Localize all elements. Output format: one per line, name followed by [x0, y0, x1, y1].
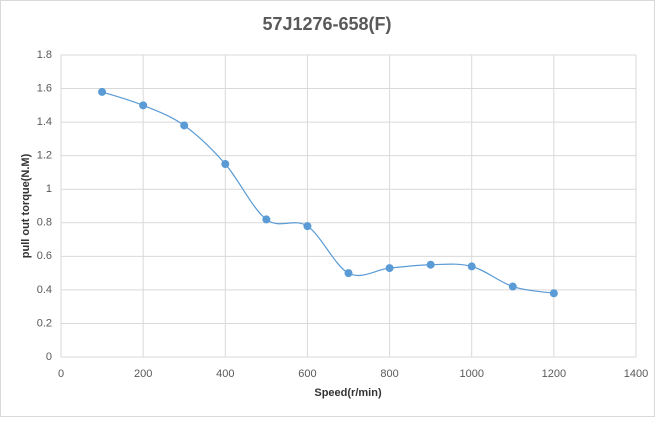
x-tick-label: 1000 [459, 368, 483, 380]
data-point [98, 87, 107, 96]
y-tick-label: 1.6 [37, 82, 52, 94]
x-tick-label: 800 [380, 368, 398, 380]
x-tick-label: 200 [134, 368, 152, 380]
x-tick-label: 400 [216, 368, 234, 380]
y-tick-label: 0.6 [37, 250, 52, 262]
chart-title: 57J1276-658(F) [262, 14, 391, 34]
y-tick-label: 0.8 [37, 217, 52, 229]
x-axis-title: Speed(r/min) [314, 387, 382, 399]
y-tick-label: 0.2 [37, 317, 52, 329]
data-point [262, 215, 271, 224]
y-tick-label: 0.4 [37, 284, 52, 296]
data-point [385, 264, 394, 273]
data-point [426, 260, 435, 269]
x-tick-label: 1200 [542, 368, 566, 380]
data-point [344, 269, 353, 278]
data-point [221, 160, 230, 169]
data-point [549, 289, 558, 298]
data-point [180, 121, 189, 130]
y-tick-label: 1 [46, 183, 52, 195]
data-point [467, 262, 476, 271]
y-tick-label: 1.4 [37, 116, 52, 128]
x-tick-label: 600 [298, 368, 316, 380]
data-point [508, 282, 517, 291]
x-tick-label: 0 [58, 368, 64, 380]
y-tick-label: 1.8 [37, 49, 52, 61]
y-tick-label: 1.2 [37, 150, 52, 162]
x-tick-label: 1400 [624, 368, 648, 380]
data-point [139, 101, 148, 110]
y-axis-title: pull out torque(N.M) [20, 153, 32, 258]
y-tick-label: 0 [46, 351, 52, 363]
data-point [303, 222, 312, 231]
